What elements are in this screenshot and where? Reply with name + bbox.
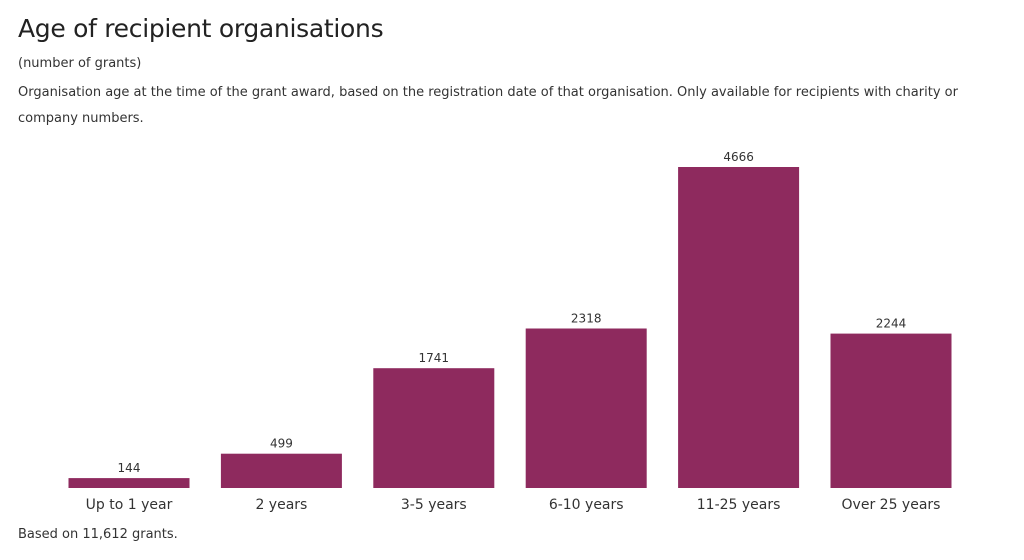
bar-5	[830, 333, 952, 488]
value-label-2: 1741	[419, 351, 450, 365]
category-label-5: Over 25 years	[842, 497, 941, 513]
bar-0	[68, 478, 190, 488]
value-label-3: 2318	[571, 312, 602, 326]
chart-title: Age of recipient organisations	[18, 14, 384, 43]
bar-1	[220, 453, 342, 488]
footnote: Based on 11,612 grants.	[18, 527, 178, 542]
value-label-0: 144	[118, 461, 141, 475]
category-labels-group: Up to 1 year 2 years 3-5 years 6-10 years 11…	[86, 497, 941, 513]
bars-group	[68, 167, 952, 488]
category-label-0: Up to 1 year	[86, 497, 173, 513]
category-label-2: 3-5 years	[401, 497, 467, 513]
value-label-5: 2244	[876, 317, 907, 331]
chart-subtitle: (number of grants)	[18, 56, 142, 71]
category-label-1: 2 years	[255, 497, 307, 513]
bar-2	[373, 368, 495, 488]
category-label-3: 6-10 years	[549, 497, 624, 513]
value-label-4: 4666	[723, 150, 754, 164]
value-label-1: 499	[270, 437, 293, 451]
bar-chart: 144 499 1741 2318 4666 2244 Up to 1 year 2 yea…	[68, 150, 952, 513]
bar-4	[678, 167, 800, 488]
value-labels-group: 144 499 1741 2318 4666 2244	[118, 150, 907, 475]
category-label-4: 11-25 years	[697, 497, 781, 513]
bar-3	[525, 328, 647, 488]
chart-description: Organisation age at the time of the gran…	[18, 85, 958, 126]
